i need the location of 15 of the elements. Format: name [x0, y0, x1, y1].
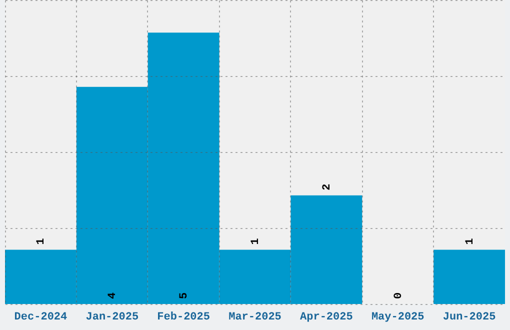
x-tick-label: Feb-2025 [157, 312, 210, 324]
x-tick-label: May-2025 [371, 312, 425, 324]
data-label: 0 [392, 292, 405, 299]
x-tick-label: Mar-2025 [228, 312, 282, 324]
data-label: 1 [36, 238, 48, 245]
data-label: 5 [178, 292, 191, 299]
x-tick-label: Apr-2025 [300, 312, 354, 324]
x-tick-label: Dec-2024 [14, 312, 68, 324]
data-label: 1 [250, 238, 262, 245]
data-label: 1 [464, 238, 476, 245]
x-tick-label: Jan-2025 [86, 312, 139, 324]
data-label: 2 [321, 184, 334, 190]
x-tick-label: Jun-2025 [442, 312, 496, 324]
data-label: 4 [107, 292, 120, 299]
bar [434, 250, 505, 304]
